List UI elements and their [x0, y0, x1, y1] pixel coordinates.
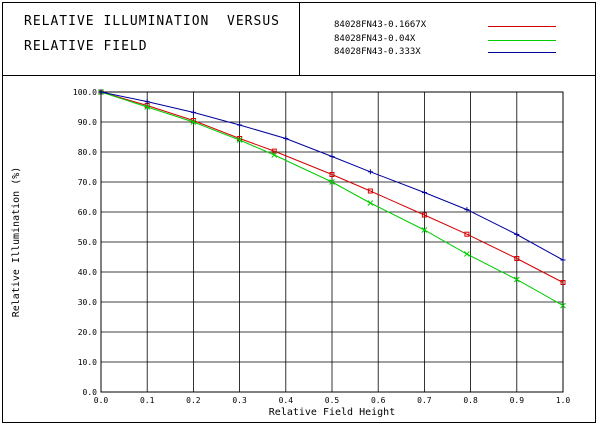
header-divider	[2, 75, 596, 76]
legend-swatch-0.1667x	[488, 26, 556, 27]
x-tick-label: 0.4	[279, 396, 294, 405]
y-tick-label: 30.0	[78, 298, 97, 307]
y-tick-label: 100.0	[73, 88, 97, 97]
data-point	[421, 212, 427, 218]
legend-swatch-0.333x	[488, 52, 556, 53]
x-tick-label: 0.9	[510, 396, 525, 405]
grid-lines	[100, 91, 564, 393]
y-tick-label: 70.0	[78, 178, 97, 187]
chart-title-line-2: RELATIVE FIELD	[24, 39, 148, 54]
y-tick-label: 80.0	[78, 148, 97, 157]
data-point	[421, 227, 428, 233]
data-point	[271, 152, 278, 158]
data-point	[271, 148, 277, 154]
y-tick-label: 60.0	[78, 208, 97, 217]
data-point	[237, 122, 243, 128]
data-point	[367, 200, 374, 206]
y-tick-label: 90.0	[78, 118, 97, 127]
x-tick-label: 0.8	[463, 396, 478, 405]
data-point	[144, 99, 150, 105]
data-point	[329, 154, 335, 159]
data-point	[421, 190, 427, 195]
data-point	[464, 231, 470, 237]
x-tick-label: 1.0	[556, 396, 571, 405]
data-point	[464, 207, 470, 213]
y-tick-label: 40.0	[78, 268, 97, 277]
x-tick-label: 0.6	[371, 396, 386, 405]
data-point	[513, 276, 520, 283]
legend-label-0.1667x: 84028FN43-0.1667X	[334, 20, 427, 30]
data-point	[367, 188, 373, 194]
data-point	[283, 136, 289, 141]
legend-swatch-0.04x	[488, 40, 556, 41]
y-tick-label: 50.0	[78, 238, 97, 247]
x-axis-label: Relative Field Height	[269, 407, 395, 418]
legend-label-0.04x: 84028FN43-0.04X	[334, 34, 416, 44]
series-2	[98, 89, 566, 263]
data-point	[367, 169, 373, 175]
y-tick-label: 10.0	[78, 358, 97, 367]
data-point	[329, 179, 335, 185]
data-point	[190, 119, 197, 125]
y-axis-label: Relative Illumination (%)	[11, 167, 22, 318]
x-tick-label: 0.3	[232, 396, 247, 405]
chart-title-line-1: RELATIVE ILLUMINATION VERSUS	[24, 14, 280, 29]
title-box: RELATIVE ILLUMINATION VERSUS RELATIVE FI…	[2, 2, 300, 76]
plot-area-border	[100, 91, 564, 393]
data-point	[329, 172, 335, 177]
x-tick-label: 0.5	[325, 396, 340, 405]
x-tick-label: 0.1	[140, 396, 155, 405]
x-tick-label: 0.7	[417, 396, 432, 405]
data-point	[236, 137, 243, 143]
data-point	[98, 89, 104, 95]
data-point	[464, 251, 470, 257]
legend-label-0.333x: 84028FN43-0.333X	[334, 47, 421, 57]
series-1	[98, 89, 566, 309]
data-point	[560, 302, 566, 309]
x-tick-label: 0.0	[94, 396, 109, 405]
data-point	[560, 257, 566, 263]
series-line	[100, 91, 564, 283]
data-point	[514, 232, 520, 237]
data-point	[190, 109, 196, 115]
data-point	[514, 256, 520, 261]
data-point	[144, 104, 151, 110]
y-tick-label: 0.0	[83, 388, 98, 397]
x-tick-label: 0.2	[186, 396, 201, 405]
y-tick-label: 20.0	[78, 328, 97, 337]
data-point	[560, 280, 566, 285]
